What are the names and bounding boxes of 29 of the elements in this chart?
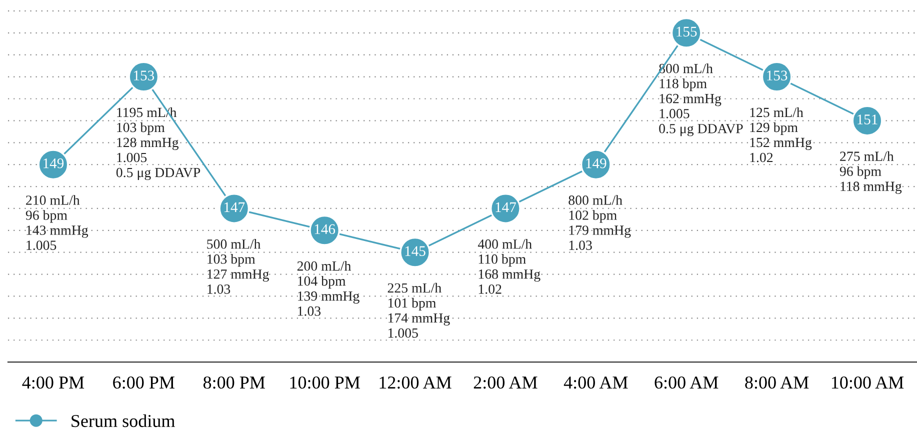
x-tick-label: 4:00 PM: [22, 376, 84, 389]
x-tick-label: 2:00 AM: [474, 376, 538, 389]
data-label: 153: [767, 70, 788, 80]
annotation: 275 mL/h 96 bpm 118 mmHg: [840, 151, 902, 194]
x-tick-label: 6:00 AM: [654, 376, 718, 389]
data-label: 146: [314, 224, 336, 234]
annotation: 500 mL/h 103 bpm 127 mmHg 1.03: [207, 239, 269, 294]
data-label: 153: [134, 70, 154, 80]
legend-label: Serum sodium: [72, 414, 175, 428]
annotation: 125 mL/h 129 bpm 152 mmHg 1.02: [750, 107, 812, 162]
annotation: 800 mL/h 102 bpm 179 mmHg 1.03: [568, 195, 631, 250]
x-tick-label: 4:00 AM: [564, 376, 628, 389]
data-label: 155: [676, 26, 697, 37]
annotation: 225 mL/h 101 bpm 174 mmHg 1.005: [388, 282, 450, 338]
data-label: 147: [496, 202, 516, 212]
x-tick-label: 8:00 PM: [203, 376, 265, 389]
x-tick-label: 8:00 AM: [745, 376, 809, 389]
data-label: 145: [405, 246, 426, 256]
data-label: 149: [44, 158, 64, 168]
data-label: 149: [586, 158, 606, 168]
x-tick-label: 10:00 AM: [832, 376, 904, 389]
data-label: 151: [858, 114, 878, 124]
annotation: 200 mL/h 104 bpm 139 mmHg 1.03: [297, 260, 360, 316]
data-label: 147: [224, 202, 245, 212]
annotation: 210 mL/h 96 bpm 143 mmHg 1.005: [26, 195, 88, 250]
annotation: 400 mL/h 110 bpm 168 mmHg 1.02: [478, 239, 540, 294]
x-tick-label: 6:00 PM: [113, 376, 174, 389]
x-tick-label: 12:00 AM: [380, 376, 452, 389]
x-tick-label: 10:00 PM: [290, 376, 360, 389]
